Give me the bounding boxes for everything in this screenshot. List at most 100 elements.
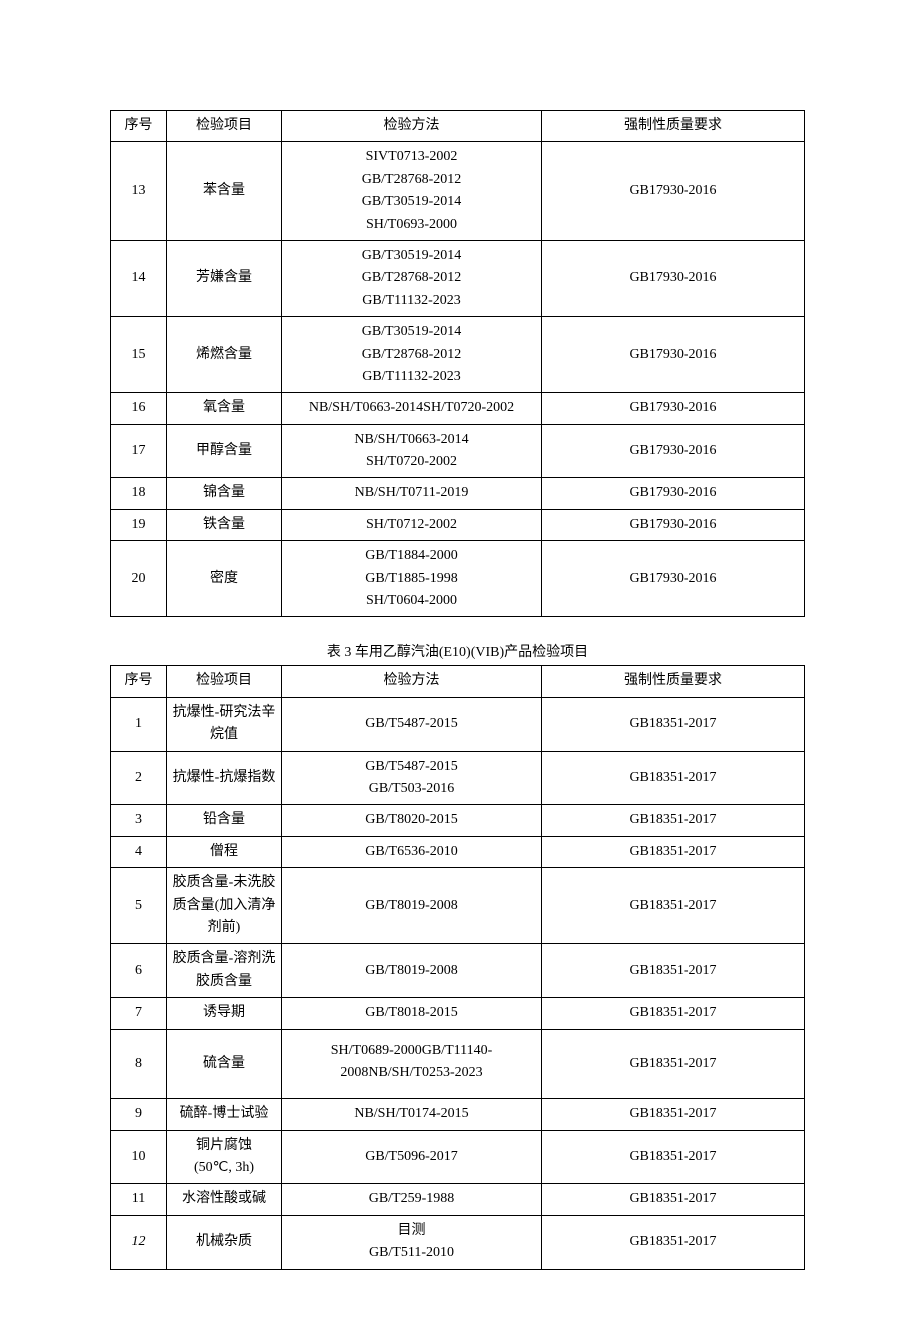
cell-item: 铁含量 (167, 509, 282, 540)
cell-seq: 9 (111, 1099, 167, 1130)
cell-method: GB/T5096-2017 (282, 1130, 542, 1184)
header-method: 检验方法 (282, 666, 542, 697)
cell-req: GB17930-2016 (542, 393, 805, 424)
table-row: 8硫含量SH/T0689-2000GB/T11140-2008NB/SH/T02… (111, 1029, 805, 1099)
cell-req: GB18351-2017 (542, 836, 805, 867)
table-row: 16氧含量NB/SH/T0663-2014SH/T0720-2002GB1793… (111, 393, 805, 424)
cell-seq: 1 (111, 697, 167, 751)
cell-req: GB18351-2017 (542, 751, 805, 805)
cell-method: GB/T5487-2015 (282, 697, 542, 751)
cell-item: 抗爆性-研究法辛烷值 (167, 697, 282, 751)
table-row: 6胶质含量-溶剂洗胶质含量GB/T8019-2008GB18351-2017 (111, 944, 805, 998)
cell-method: GB/T1884-2000GB/T1885-1998SH/T0604-2000 (282, 541, 542, 617)
header-seq: 序号 (111, 111, 167, 142)
cell-method: GB/T259-1988 (282, 1184, 542, 1215)
cell-item: 机械杂质 (167, 1215, 282, 1269)
cell-item: 诱导期 (167, 998, 282, 1029)
cell-req: GB18351-2017 (542, 998, 805, 1029)
cell-item: 胶质含量-溶剂洗胶质含量 (167, 944, 282, 998)
table-row: 2抗爆性-抗爆指数GB/T5487-2015GB/T503-2016GB1835… (111, 751, 805, 805)
cell-req: GB18351-2017 (542, 1184, 805, 1215)
cell-req: GB18351-2017 (542, 1215, 805, 1269)
cell-item: 抗爆性-抗爆指数 (167, 751, 282, 805)
cell-method: NB/SH/T0663-2014SH/T0720-2002 (282, 393, 542, 424)
cell-method: GB/T30519-2014GB/T28768-2012GB/T11132-20… (282, 240, 542, 316)
table-row: 17甲醇含量NB/SH/T0663-2014SH/T0720-2002GB179… (111, 424, 805, 478)
cell-seq: 3 (111, 805, 167, 836)
cell-seq: 4 (111, 836, 167, 867)
cell-item: 硫醉-博士试验 (167, 1099, 282, 1130)
cell-seq: 7 (111, 998, 167, 1029)
cell-item: 甲醇含量 (167, 424, 282, 478)
table-row: 1抗爆性-研究法辛烷值GB/T5487-2015GB18351-2017 (111, 697, 805, 751)
cell-method: GB/T8018-2015 (282, 998, 542, 1029)
cell-req: GB17930-2016 (542, 142, 805, 241)
cell-item: 苯含量 (167, 142, 282, 241)
table-row: 12机械杂质目测GB/T511-2010GB18351-2017 (111, 1215, 805, 1269)
cell-req: GB17930-2016 (542, 541, 805, 617)
header-seq: 序号 (111, 666, 167, 697)
table-row: 20密度GB/T1884-2000GB/T1885-1998SH/T0604-2… (111, 541, 805, 617)
cell-seq: 16 (111, 393, 167, 424)
cell-req: GB18351-2017 (542, 805, 805, 836)
cell-item: 僧程 (167, 836, 282, 867)
cell-method: NB/SH/T0174-2015 (282, 1099, 542, 1130)
cell-item: 芳嫌含量 (167, 240, 282, 316)
cell-seq: 13 (111, 142, 167, 241)
cell-item: 锦含量 (167, 478, 282, 509)
cell-seq: 19 (111, 509, 167, 540)
cell-req: GB18351-2017 (542, 1029, 805, 1099)
cell-seq: 6 (111, 944, 167, 998)
table-row: 7诱导期GB/T8018-2015GB18351-2017 (111, 998, 805, 1029)
table-row: 3铅含量GB/T8020-2015GB18351-2017 (111, 805, 805, 836)
table-row: 15烯燃含量GB/T30519-2014GB/T28768-2012GB/T11… (111, 317, 805, 393)
cell-method: GB/T8019-2008 (282, 944, 542, 998)
cell-method: GB/T8019-2008 (282, 868, 542, 944)
cell-method: SH/T0712-2002 (282, 509, 542, 540)
cell-req: GB18351-2017 (542, 1130, 805, 1184)
table-row: 14芳嫌含量GB/T30519-2014GB/T28768-2012GB/T11… (111, 240, 805, 316)
cell-method: 目测GB/T511-2010 (282, 1215, 542, 1269)
cell-req: GB18351-2017 (542, 944, 805, 998)
header-method: 检验方法 (282, 111, 542, 142)
cell-item: 胶质含量-未洗胶质含量(加入清净剂前) (167, 868, 282, 944)
header-req: 强制性质量要求 (542, 666, 805, 697)
cell-seq: 17 (111, 424, 167, 478)
table-row: 13苯含量SIVT0713-2002GB/T28768-2012GB/T3051… (111, 142, 805, 241)
cell-seq: 10 (111, 1130, 167, 1184)
cell-method: NB/SH/T0711-2019 (282, 478, 542, 509)
header-item: 检验项目 (167, 111, 282, 142)
table-header-row: 序号 检验项目 检验方法 强制性质量要求 (111, 666, 805, 697)
cell-seq: 2 (111, 751, 167, 805)
table-2: 序号 检验项目 检验方法 强制性质量要求 1抗爆性-研究法辛烷值GB/T5487… (110, 665, 805, 1269)
cell-item: 氧含量 (167, 393, 282, 424)
cell-method: SH/T0689-2000GB/T11140-2008NB/SH/T0253-2… (282, 1029, 542, 1099)
cell-item: 铅含量 (167, 805, 282, 836)
cell-req: GB17930-2016 (542, 509, 805, 540)
table-row: 5胶质含量-未洗胶质含量(加入清净剂前)GB/T8019-2008GB18351… (111, 868, 805, 944)
table-row: 11水溶性酸或碱GB/T259-1988GB18351-2017 (111, 1184, 805, 1215)
cell-req: GB17930-2016 (542, 478, 805, 509)
header-req: 强制性质量要求 (542, 111, 805, 142)
cell-seq: 20 (111, 541, 167, 617)
cell-method: GB/T30519-2014GB/T28768-2012GB/T11132-20… (282, 317, 542, 393)
table-row: 10铜片腐蚀(50℃, 3h)GB/T5096-2017GB18351-2017 (111, 1130, 805, 1184)
cell-req: GB17930-2016 (542, 317, 805, 393)
cell-method: GB/T6536-2010 (282, 836, 542, 867)
table-row: 18锦含量NB/SH/T0711-2019GB17930-2016 (111, 478, 805, 509)
cell-seq: 11 (111, 1184, 167, 1215)
cell-seq: 18 (111, 478, 167, 509)
cell-method: SIVT0713-2002GB/T28768-2012GB/T30519-201… (282, 142, 542, 241)
table-row: 9硫醉-博士试验NB/SH/T0174-2015GB18351-2017 (111, 1099, 805, 1130)
table-2-caption: 表 3 车用乙醇汽油(E10)(VIB)产品检验项目 (110, 641, 805, 661)
cell-req: GB18351-2017 (542, 868, 805, 944)
cell-seq: 12 (111, 1215, 167, 1269)
cell-method: GB/T8020-2015 (282, 805, 542, 836)
cell-req: GB17930-2016 (542, 424, 805, 478)
table-row: 4僧程GB/T6536-2010GB18351-2017 (111, 836, 805, 867)
cell-item: 密度 (167, 541, 282, 617)
table-row: 19铁含量SH/T0712-2002GB17930-2016 (111, 509, 805, 540)
cell-req: GB18351-2017 (542, 697, 805, 751)
cell-item: 水溶性酸或碱 (167, 1184, 282, 1215)
cell-item: 烯燃含量 (167, 317, 282, 393)
